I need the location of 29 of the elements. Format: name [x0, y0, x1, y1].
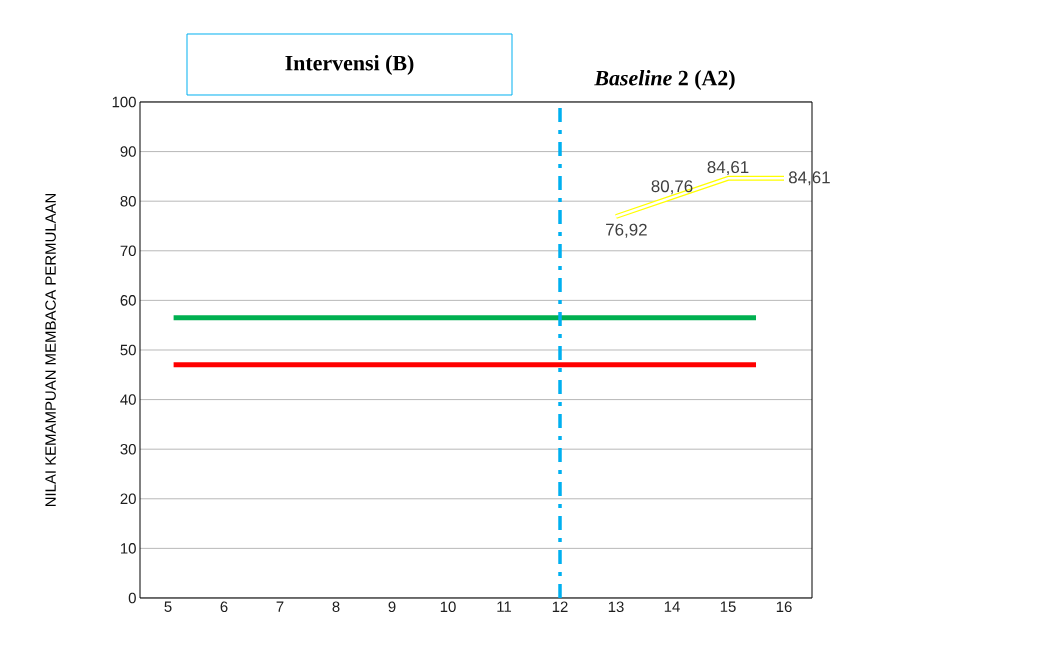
y-tick-label: 100 [112, 96, 136, 108]
y-tick-label: 40 [120, 394, 136, 405]
x-tick-label: 10 [440, 601, 456, 613]
y-tick-label: 90 [120, 146, 136, 157]
x-tick-label: 6 [220, 601, 228, 613]
x-tick-label: 16 [776, 601, 792, 613]
x-tick-label: 14 [664, 601, 680, 612]
y-tick-label: 60 [120, 295, 136, 306]
y-axis-title: NILAI KEMAMPUAN MEMBACA PERMULAAN [45, 193, 56, 507]
x-tick-label: 8 [332, 601, 340, 613]
y-tick-label: 0 [128, 592, 136, 604]
y-tick-label: 80 [120, 195, 136, 207]
x-tick-label: 13 [608, 601, 624, 613]
y-tick-label: 10 [121, 543, 136, 554]
y-tick-label: 30 [120, 443, 136, 455]
x-tick-label: 9 [388, 601, 396, 613]
data-label: 80,76 [651, 180, 693, 195]
text: Intervensi (B) [285, 55, 414, 75]
data-label: 84,61 [707, 161, 749, 176]
x-tick-label: 12 [552, 601, 568, 612]
data-label: 76,92 [606, 223, 647, 238]
y-tick-label: 50 [120, 344, 136, 356]
y-tick-label: 20 [120, 493, 136, 505]
text: Baseline 2 (A2) [594, 70, 735, 90]
x-tick-label: 15 [720, 601, 736, 612]
x-tick-label: 5 [164, 601, 172, 612]
x-tick-label: 7 [276, 601, 284, 612]
x-tick-label: 11 [497, 601, 512, 612]
y-tick-label: 70 [120, 245, 136, 257]
